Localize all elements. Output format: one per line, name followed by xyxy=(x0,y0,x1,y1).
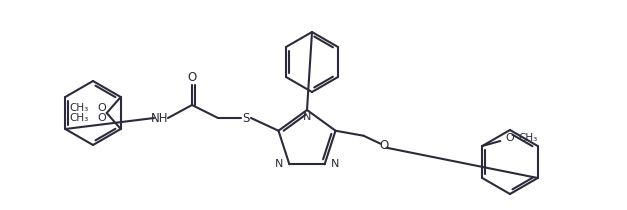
Text: CH₃: CH₃ xyxy=(519,133,537,143)
Text: NH: NH xyxy=(151,112,169,125)
Text: S: S xyxy=(242,112,250,125)
Text: O: O xyxy=(505,133,514,143)
Text: N: N xyxy=(303,112,311,122)
Text: O: O xyxy=(97,113,106,123)
Text: O: O xyxy=(379,139,388,152)
Text: N: N xyxy=(275,159,283,169)
Text: O: O xyxy=(187,71,197,84)
Text: CH₃: CH₃ xyxy=(70,113,88,123)
Text: CH₃: CH₃ xyxy=(70,103,88,113)
Text: N: N xyxy=(330,159,339,169)
Text: O: O xyxy=(97,103,106,113)
